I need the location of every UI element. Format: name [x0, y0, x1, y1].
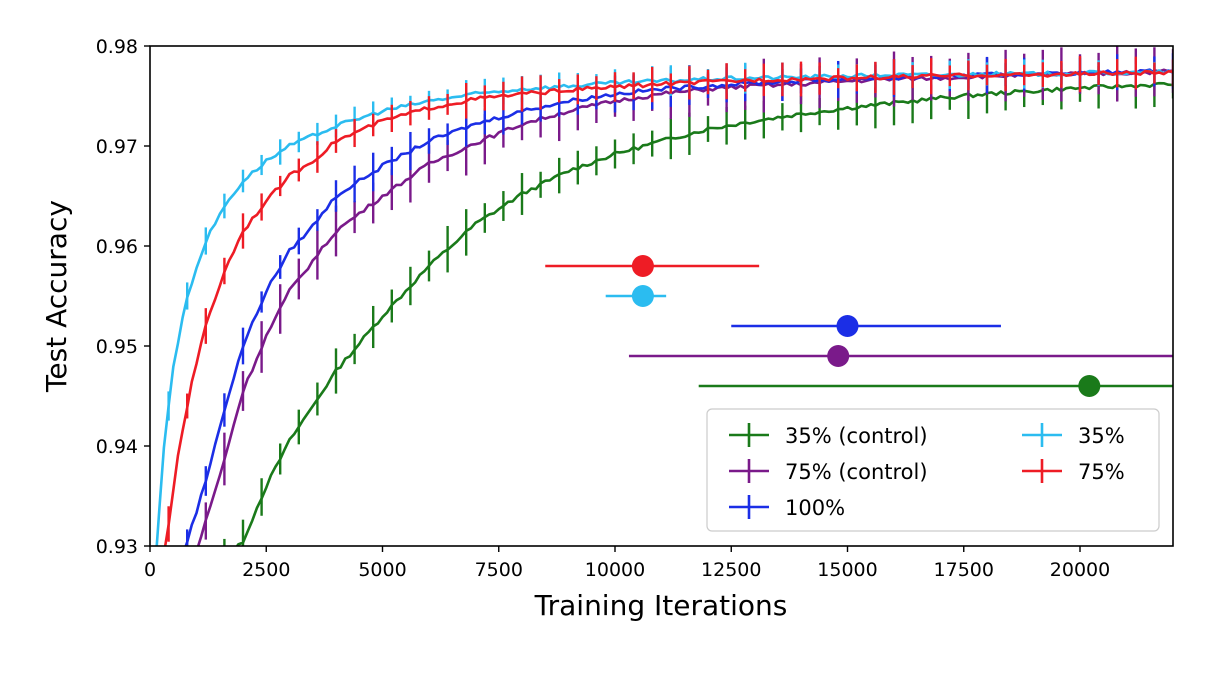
x-tick-label: 2500 — [242, 559, 290, 581]
marker-35-control — [698, 375, 1173, 397]
x-axis: 0 2500 5000 7500 10000 12500 15000 17500 20000 — [144, 546, 1110, 581]
legend-entry-75: 75% — [1022, 459, 1125, 484]
legend-label: 75% (control) — [785, 460, 928, 484]
x-tick-label: 5000 — [358, 559, 406, 581]
series-75-control — [196, 46, 1173, 546]
series-35-control — [223, 62, 1173, 546]
x-tick-label: 10000 — [585, 559, 645, 581]
marker-dot-75 — [631, 255, 654, 277]
y-axis-title: Test Accuracy — [40, 200, 73, 393]
y-tick-label: 0.97 — [96, 136, 138, 158]
series-line-75-control — [196, 68, 1173, 546]
y-tick-label: 0.96 — [96, 236, 138, 258]
series-line-35-control — [235, 81, 1173, 546]
legend-label: 75% — [1078, 460, 1125, 484]
x-tick-label: 20000 — [1050, 559, 1110, 581]
y-axis: 0.93 0.94 0.95 0.96 0.97 0.98 — [96, 36, 150, 558]
y-tick-label: 0.93 — [96, 536, 138, 558]
x-tick-label: 12500 — [701, 559, 761, 581]
marker-dot-100 — [836, 315, 859, 337]
x-tick-label: 7500 — [475, 559, 523, 581]
y-tick-label: 0.95 — [96, 336, 138, 358]
y-tick-label: 0.98 — [96, 36, 138, 58]
marker-75 — [545, 255, 760, 277]
legend-label: 100% — [785, 496, 845, 520]
series-line-100 — [184, 68, 1173, 546]
legend-entry-35: 35% — [1022, 423, 1125, 448]
plot-area — [155, 46, 1173, 546]
legend-label: 35% — [1078, 424, 1125, 448]
marker-100 — [731, 315, 1001, 337]
x-axis-title: Training Iterations — [534, 589, 788, 622]
series-line-35 — [155, 69, 1173, 546]
series-35 — [155, 59, 1173, 546]
legend-entry-75-control: 75% (control) — [729, 459, 928, 484]
marker-dot-35-control — [1078, 375, 1101, 397]
legend-box — [706, 408, 1160, 532]
y-tick-label: 0.94 — [96, 436, 138, 458]
series-line-75 — [163, 69, 1173, 546]
marker-35 — [605, 285, 667, 307]
x-tick-label: 0 — [144, 559, 156, 581]
x-tick-label: 15000 — [817, 559, 877, 581]
marker-dot-75-control — [827, 345, 850, 367]
plot-frame — [149, 45, 1174, 547]
series-75 — [163, 56, 1173, 546]
x-tick-label: 17500 — [934, 559, 994, 581]
series-100 — [184, 53, 1173, 546]
legend-entry-35-control: 35% (control) — [729, 423, 928, 448]
legend-entry-100: 100% — [729, 495, 845, 520]
marker-dot-35 — [631, 285, 654, 307]
marker-75-control — [628, 345, 1173, 367]
legend-label: 35% (control) — [785, 424, 928, 448]
legend: 35% (control) 35% 75% (control) 75% 100% — [706, 408, 1160, 532]
